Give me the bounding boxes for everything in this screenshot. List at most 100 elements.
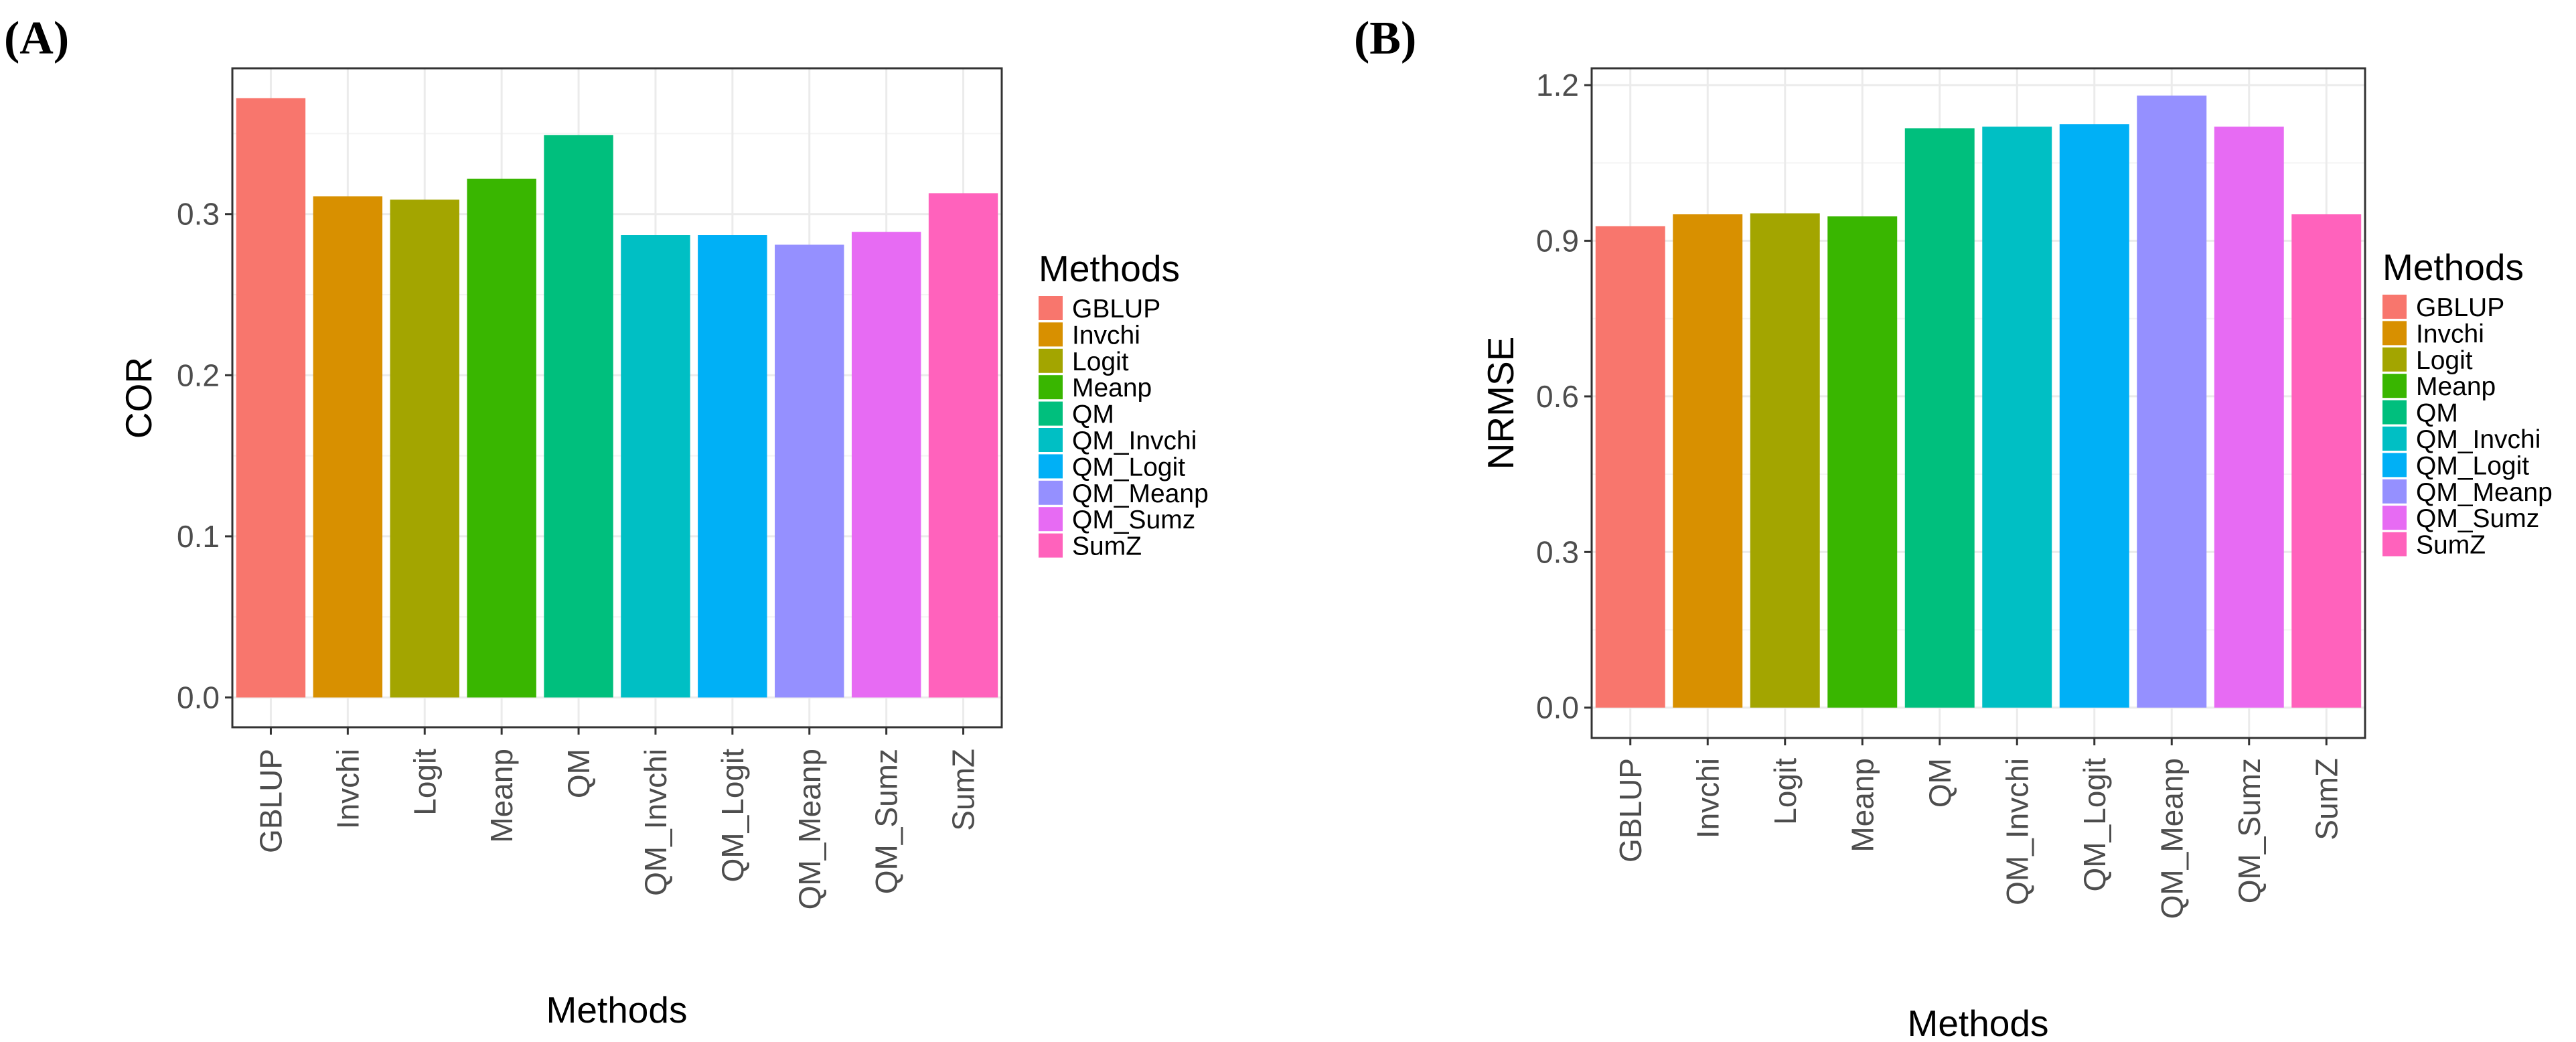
legend-key-logit [1039,348,1063,373]
panel-label: (B) [1354,13,1416,64]
bar-invchi [313,196,383,698]
legend-label: QM_Invchi [1072,427,1197,455]
legend-title: Methods [2382,246,2524,288]
legend-key-sumz [1039,533,1063,558]
legend-label: Invchi [2416,319,2484,348]
legend-label: SumZ [1072,532,1142,561]
y-tick-label: 0.3 [177,197,220,232]
x-tick-label: QM_Invchi [1999,758,2034,905]
x-tick-label: QM [1922,758,1957,808]
panel-label: (A) [4,13,69,64]
legend-label: QM [1072,400,1114,429]
x-axis-title: Methods [1908,1002,2049,1042]
x-tick-label: QM_Invchi [638,749,673,896]
legend-key-qm-sumz [2382,506,2407,530]
x-tick-label: GBLUP [1613,758,1648,863]
y-tick-label: 0.9 [1536,224,1579,258]
legend-key-qm-invchi [2382,427,2407,451]
plot-border [1590,67,2366,739]
x-tick-label: QM [561,749,596,798]
bar-meanp [467,178,536,698]
legend: MethodsGBLUPInvchiLogitMeanpQMQM_InvchiQ… [2382,246,2553,560]
bar-qm-sumz [2214,127,2284,708]
legend-key-logit [2382,347,2407,372]
legend-label: QM_Invchi [2416,425,2541,454]
y-tick-label: 0.0 [177,680,220,715]
legend-key-qm-logit [1039,454,1063,479]
x-tick-label: Logit [1768,758,1803,825]
bar-qm-meanp [775,244,844,698]
legend-label: Logit [1072,348,1129,376]
x-tick-label: QM_Sumz [2232,758,2267,903]
legend-key-sumz [2382,532,2407,556]
legend-label: GBLUP [2416,293,2504,322]
bar-sumz [928,193,998,698]
x-tick-label: SumZ [946,749,981,831]
x-tick-label: Invchi [1690,758,1725,838]
legend-label: Meanp [2416,372,2496,401]
bar-qm-sumz [851,232,921,698]
bar-qm-invchi [1982,127,2052,708]
legend-label: QM_Logit [1072,453,1185,481]
legend-label: QM_Logit [2416,451,2529,480]
x-axis-title: Methods [546,989,688,1031]
y-tick-label: 0.1 [177,519,220,554]
y-axis-title: NRMSE [1480,337,1521,470]
plot-border [231,67,1003,729]
legend-key-gblup [2382,295,2407,319]
y-tick-label: 1.2 [1536,68,1579,102]
x-tick-label: QM_Sumz [869,749,904,894]
x-tick-label: Meanp [1845,758,1880,852]
bar-qm [1904,128,1975,708]
legend-key-qm [2382,400,2407,425]
x-tick-label: QM_Meanp [792,749,827,909]
legend-label: SumZ [2416,531,2486,560]
y-tick-label: 0.2 [177,358,220,392]
legend-key-invchi [2382,321,2407,346]
y-axis-title: COR [118,357,159,439]
legend-label: GBLUP [1072,295,1160,323]
bar-invchi [1673,214,1743,708]
legend-key-qm-logit [2382,453,2407,477]
bar-gblup [236,98,306,698]
legend-key-qm-invchi [1039,428,1063,452]
legend-label: Logit [2416,346,2473,375]
y-tick-label: 0.0 [1536,690,1579,725]
legend-key-qm-sumz [1039,507,1063,532]
bar-meanp [1827,216,1898,708]
legend-key-qm-meanp [1039,480,1063,505]
x-tick-label: SumZ [2309,758,2344,840]
bar-sumz [2291,214,2362,708]
legend-label: QM_Sumz [2416,504,2539,533]
y-tick-label: 0.6 [1536,379,1579,414]
x-tick-label: QM_Logit [2077,758,2112,892]
bar-qm-logit [2059,124,2129,708]
legend-label: QM_Meanp [1072,479,1209,508]
bar-qm-logit [698,235,767,698]
x-tick-label: GBLUP [253,749,288,853]
bar-logit [1750,213,1820,708]
bar-qm-invchi [621,235,690,698]
y-tick-label: 0.3 [1536,534,1579,569]
legend: MethodsGBLUPInvchiLogitMeanpQMQM_InvchiQ… [1039,248,1209,561]
legend-key-invchi [1039,322,1063,347]
legend-key-gblup [1039,296,1063,320]
x-tick-label: QM_Meanp [2154,758,2189,919]
bar-logit [390,200,459,698]
x-tick-label: Invchi [330,749,365,829]
legend-label: QM [2416,399,2458,428]
legend-label: QM_Sumz [1072,506,1195,534]
legend-key-qm [1039,401,1063,426]
x-tick-label: QM_Logit [715,749,750,883]
bar-gblup [1595,226,1665,708]
x-tick-label: Meanp [484,749,519,843]
legend-label: Meanp [1072,374,1152,402]
legend-key-meanp [1039,375,1063,400]
legend-key-qm-meanp [2382,479,2407,504]
legend-title: Methods [1039,248,1180,289]
x-tick-label: Logit [407,749,442,816]
bar-qm [544,135,613,698]
